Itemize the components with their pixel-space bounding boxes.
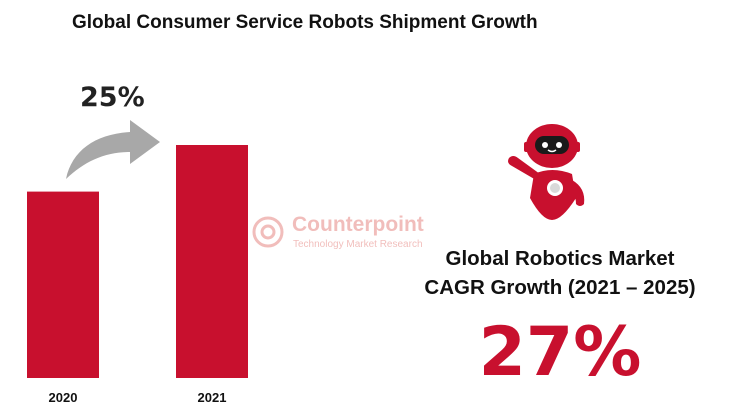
chart-title: Global Consumer Service Robots Shipment …: [72, 12, 538, 33]
x-tick-label-2020: 2020: [49, 390, 78, 405]
cagr-title-line2: CAGR Growth (2021 – 2025): [424, 276, 696, 299]
watermark-tagline: Technology Market Research: [293, 239, 423, 250]
watermark-name: Counterpoint: [292, 213, 424, 236]
cagr-value: 27%: [478, 313, 642, 392]
bar-2021: [176, 145, 248, 378]
counterpoint-logo-icon: [252, 216, 284, 248]
growth-label: 25%: [80, 82, 145, 113]
robot-icon: [508, 124, 585, 220]
counterpoint-watermark: Counterpoint Technology Market Research: [250, 212, 450, 254]
x-tick-label-2021: 2021: [198, 390, 227, 405]
growth-arrow: [66, 120, 160, 179]
cagr-title: Global Robotics Market CAGR Growth (2021…: [395, 244, 725, 302]
cagr-title-line1: Global Robotics Market: [445, 247, 675, 270]
bar-2020: [27, 191, 99, 378]
